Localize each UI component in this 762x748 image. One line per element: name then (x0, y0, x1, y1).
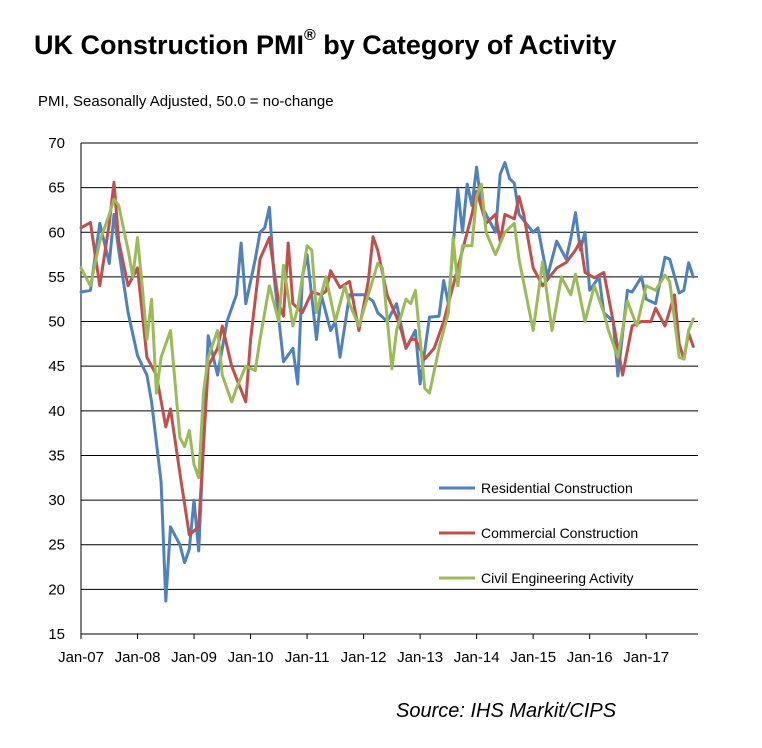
registered-mark: ® (304, 27, 316, 44)
series-line-3 (79, 182, 695, 480)
y-tick-label: 20 (48, 581, 65, 598)
y-tick-label: 70 (48, 135, 65, 152)
source-note: Source: IHS Markit/CIPS (396, 700, 617, 722)
y-tick-label: 60 (48, 224, 65, 241)
series-line-1 (79, 161, 695, 603)
series-lines (79, 161, 695, 603)
x-tick-label: Jan-07 (58, 649, 104, 666)
x-tick-label: Jan-10 (228, 649, 274, 666)
legend-label: Civil Engineering Activity (481, 570, 634, 586)
legend-label: Residential Construction (481, 480, 633, 496)
chart-title: UK Construction PMI® by Category of Acti… (34, 27, 617, 61)
chart-subtitle: PMI, Seasonally Adjusted, 50.0 = no-chan… (38, 93, 334, 110)
y-tick-label: 65 (48, 180, 65, 197)
chart-title-text: UK Construction PMI (34, 30, 304, 60)
y-tick-label: 45 (48, 358, 65, 375)
y-tick-label: 40 (48, 403, 65, 420)
x-tick-label: Jan-12 (341, 649, 387, 666)
y-tick-label: 55 (48, 269, 65, 286)
y-tick-label: 25 (48, 537, 65, 554)
x-tick-label: Jan-08 (115, 649, 161, 666)
x-tick-label: Jan-09 (171, 649, 217, 666)
legend-label: Commercial Construction (481, 525, 638, 541)
y-tick-label: 50 (48, 314, 65, 331)
y-tick-label: 30 (48, 492, 65, 509)
x-tick-label: Jan-14 (454, 649, 500, 666)
y-tick-label: 35 (48, 447, 65, 464)
x-tick-labels: Jan-07 Jan-08 Jan-09 Jan-10 Jan-11 Jan-12 Jan-… (58, 649, 669, 666)
y-tick-labels: 15 20 25 30 35 40 45 50 55 60 65 70 (48, 135, 65, 643)
x-tick-label: Jan-15 (510, 649, 556, 666)
legend: Residential Construction Commercial Const… (439, 480, 638, 586)
axes (80, 143, 698, 639)
x-tick-label: Jan-13 (397, 649, 443, 666)
x-tick-label: Jan-16 (567, 649, 613, 666)
series-line-2 (79, 180, 695, 537)
x-tick-label: Jan-17 (623, 649, 669, 666)
y-tick-label: 15 (48, 626, 65, 643)
chart-title-suffix: by Category of Activity (315, 30, 617, 60)
x-tick-label: Jan-11 (285, 649, 330, 666)
